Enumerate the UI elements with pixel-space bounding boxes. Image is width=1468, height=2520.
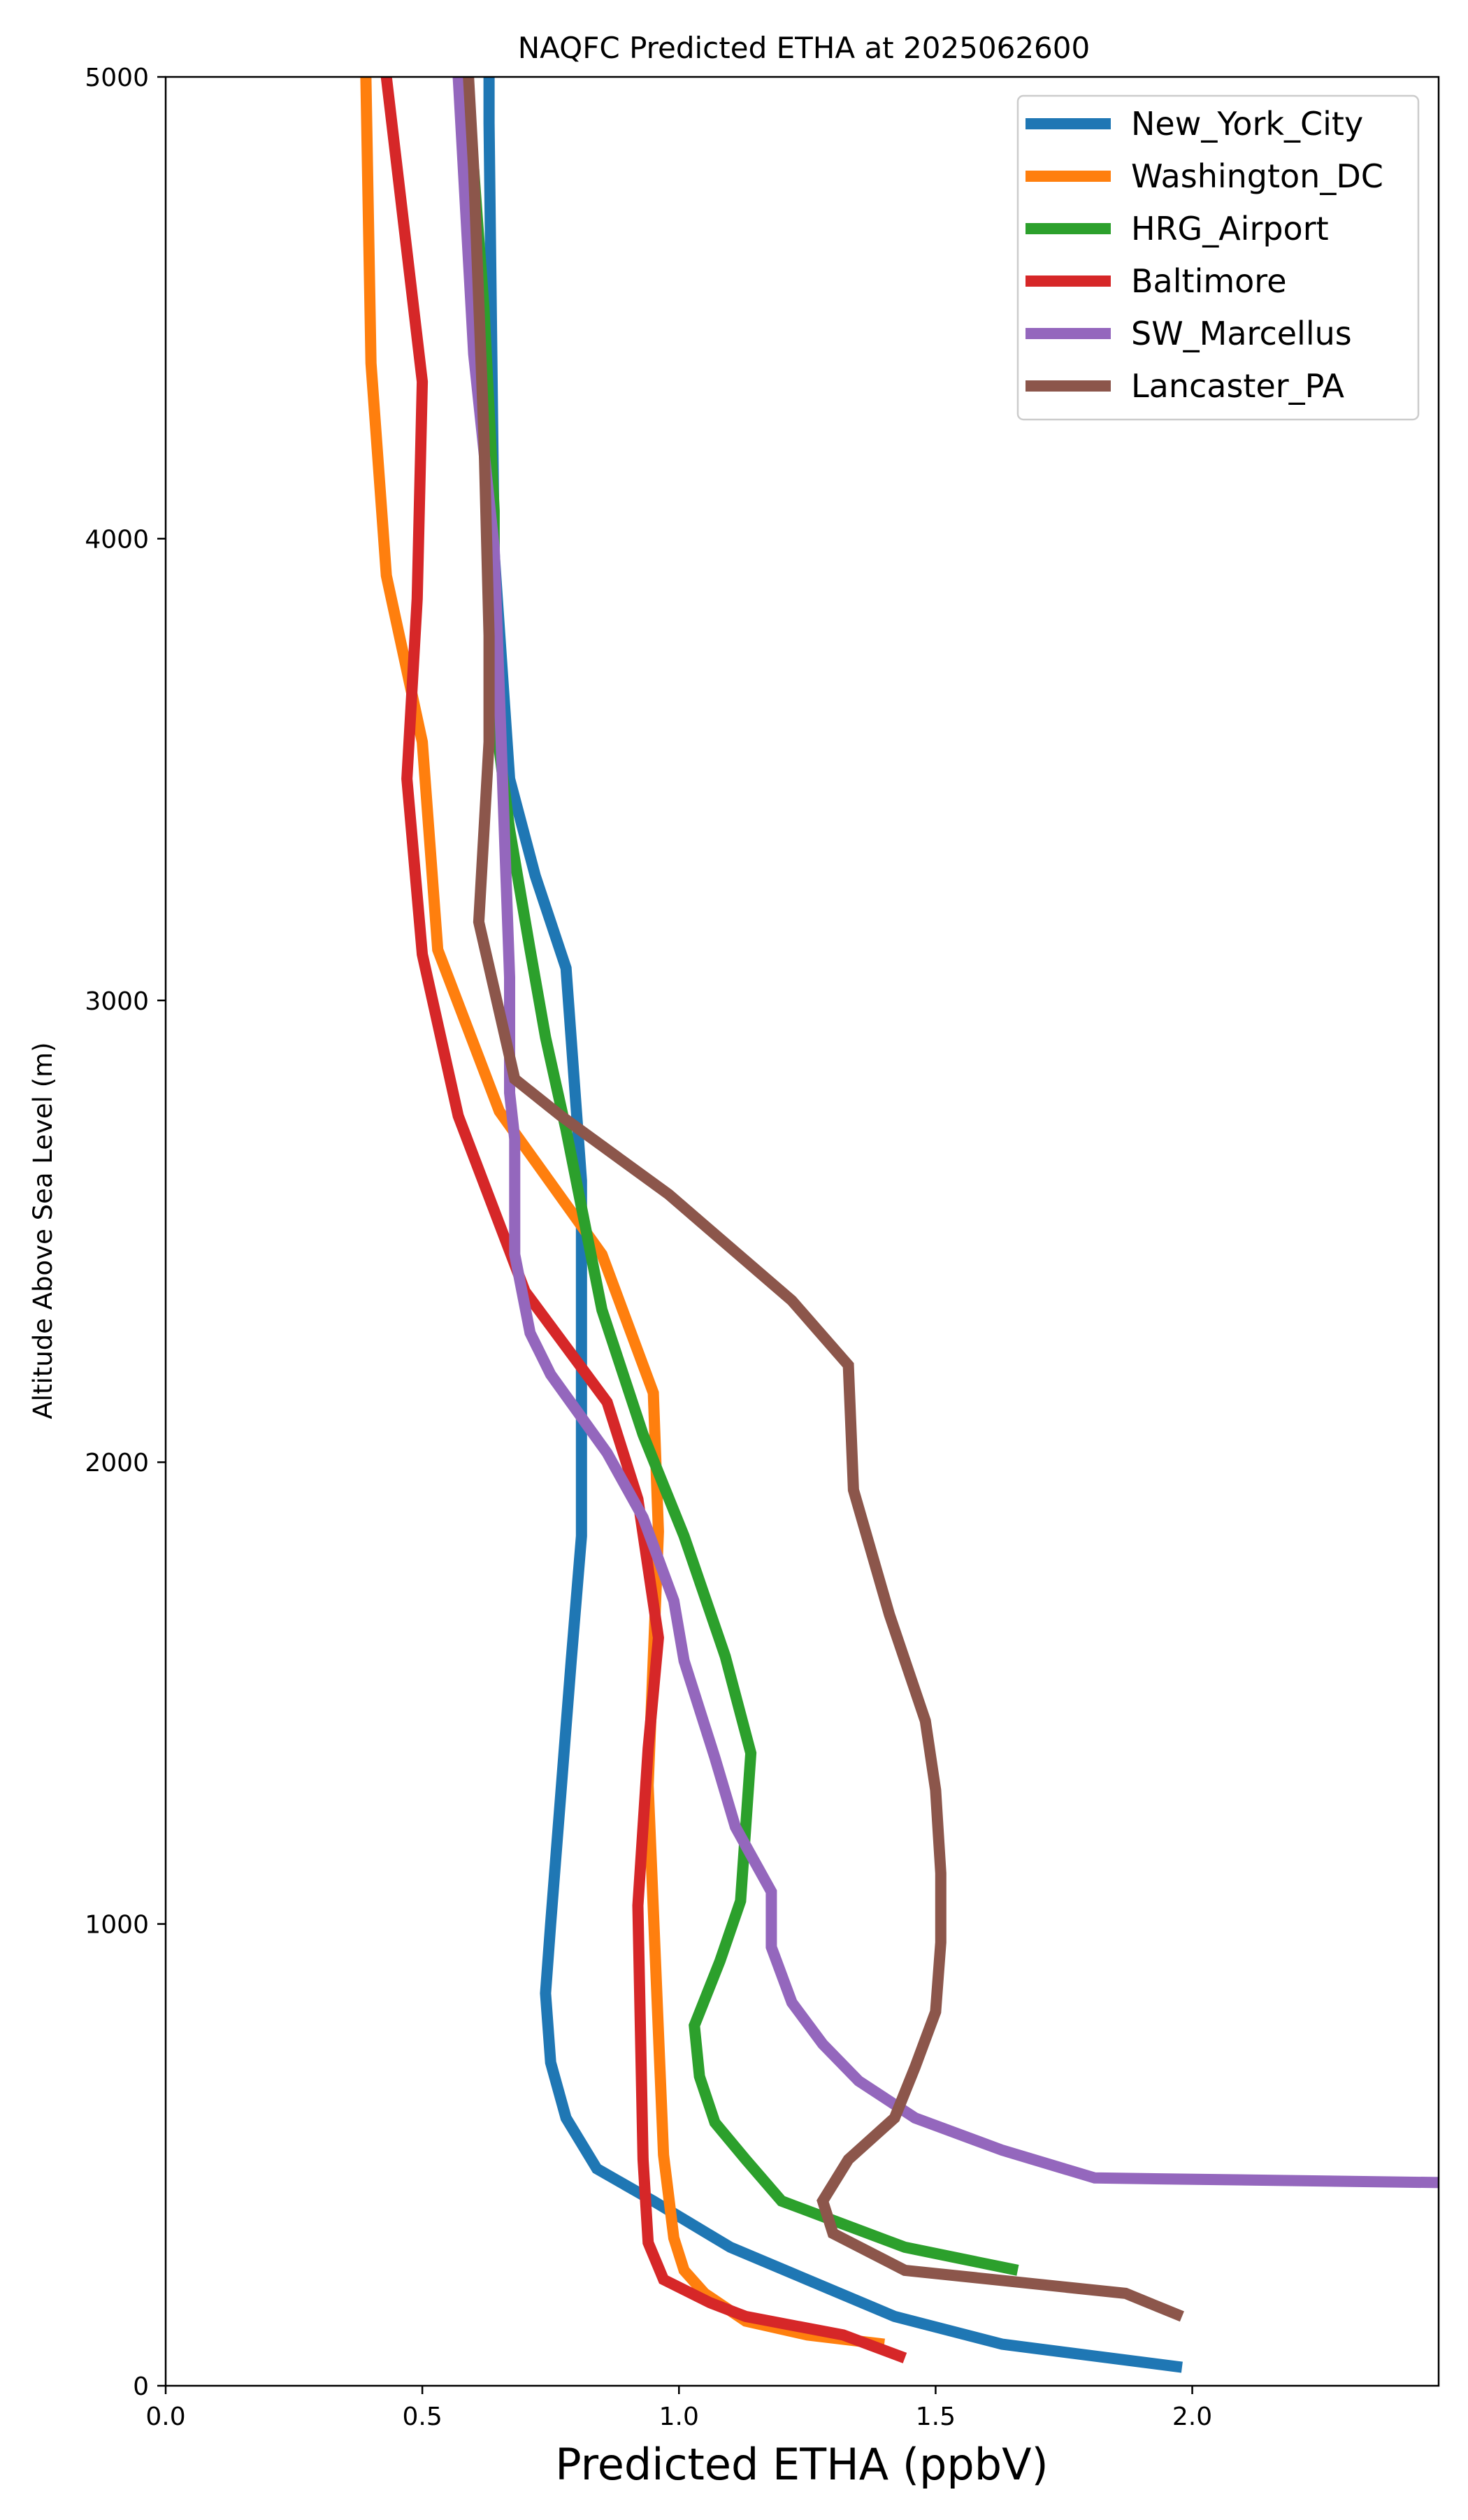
y-tick-label: 1000 bbox=[85, 1911, 149, 1940]
y-tick-label: 0 bbox=[133, 2372, 149, 2401]
axes-layer: 0.0 0.5 1.0 1.5 2.0 0 1000 2000 3000 4000 5000 bbox=[85, 64, 1212, 2431]
y-tick-label: 3000 bbox=[85, 987, 149, 1016]
series-line-0 bbox=[483, 77, 1183, 2373]
y-tick-label: 4000 bbox=[85, 525, 149, 554]
y-axis-label: Altitude Above Sea Level (m) bbox=[28, 1042, 58, 1419]
chart-title: NAQFC Predicted ETHA at 2025062600 bbox=[518, 31, 1090, 65]
x-tick-label: 0.5 bbox=[403, 2403, 442, 2431]
x-tick-label: 2.0 bbox=[1172, 2403, 1212, 2431]
legend-box bbox=[1016, 94, 1420, 421]
legend-label-5: Lancaster_PA bbox=[1131, 367, 1344, 405]
legend-label-4: SW_Marcellus bbox=[1131, 315, 1352, 352]
series-line-3 bbox=[380, 77, 907, 2363]
x-tick-label: 1.0 bbox=[659, 2403, 699, 2431]
series-layer bbox=[360, 77, 1439, 2373]
x-tick-label: 0.0 bbox=[145, 2403, 185, 2431]
x-tick-label: 1.5 bbox=[916, 2403, 956, 2431]
legend: New_York_City Washington_DC HRG_Airport Bal… bbox=[1016, 94, 1420, 421]
series-line-5 bbox=[463, 77, 1184, 2322]
y-tick-label: 5000 bbox=[85, 64, 149, 92]
legend-label-2: HRG_Airport bbox=[1131, 210, 1329, 248]
legend-label-3: Baltimore bbox=[1131, 262, 1287, 300]
plot-area-frame bbox=[164, 76, 1440, 2387]
legend-label-0: New_York_City bbox=[1131, 105, 1363, 143]
x-axis-label: Predicted ETHA (ppbV) bbox=[555, 2439, 1048, 2490]
legend-label-1: Washington_DC bbox=[1131, 157, 1383, 195]
y-tick-label: 2000 bbox=[85, 1449, 149, 1477]
